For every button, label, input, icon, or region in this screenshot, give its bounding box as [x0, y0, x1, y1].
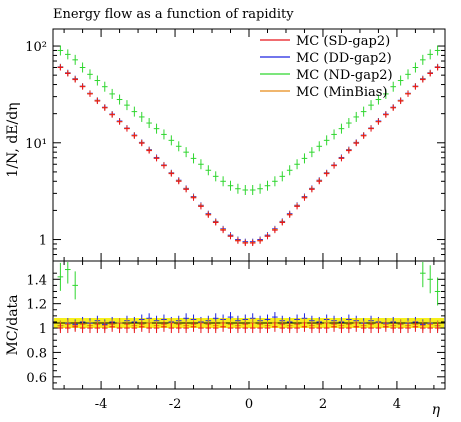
ratio-series-layer [57, 262, 441, 334]
legend-entry: MC (ND-gap2) [296, 68, 393, 83]
ratio-y-axis-label: MC/data [5, 294, 21, 355]
x-tick-label: 4 [393, 397, 401, 412]
ratio-axis-ticks: -4 -2 0 2 4 0.6 0.8 1 1.2 1.4 [26, 261, 445, 412]
main-axis-ticks: 1 10¹ 10² [25, 29, 445, 261]
y-axis-label: 1/N, dE/dη [5, 102, 21, 177]
x-tick-label: -4 [95, 397, 108, 412]
ratio-tick-label: 0.8 [26, 346, 47, 361]
legend-entry: MC (DD-gap2) [296, 51, 392, 66]
y-tick-label: 10² [25, 40, 47, 55]
chart-title: Energy flow as a function of rapidity [53, 7, 294, 22]
x-axis-label: η [432, 402, 441, 418]
series-mc-sd-gap2- [57, 64, 441, 247]
ratio-tick-label: 0.6 [26, 371, 47, 386]
ratio-series-mc-sd-gap2- [57, 321, 441, 334]
ratio-series-mc-nd-gap2- [57, 262, 441, 306]
y-tick-label: 1 [39, 234, 47, 249]
series-mc-nd-gap2- [57, 45, 441, 196]
legend: MC (SD-gap2) MC (DD-gap2) MC (ND-gap2) MC (… [260, 34, 393, 100]
legend-entry: MC (SD-gap2) [296, 34, 390, 49]
ratio-tick-label: 1 [39, 322, 47, 337]
x-tick-label: 2 [319, 397, 327, 412]
series-layer [57, 45, 441, 247]
x-tick-label: 0 [245, 397, 253, 412]
y-tick-label: 10¹ [25, 137, 47, 152]
ratio-tick-label: 1.2 [26, 298, 47, 313]
legend-entry: MC (MinBias) [296, 85, 388, 100]
x-tick-label: -2 [169, 397, 182, 412]
ratio-tick-label: 1.4 [26, 273, 47, 288]
